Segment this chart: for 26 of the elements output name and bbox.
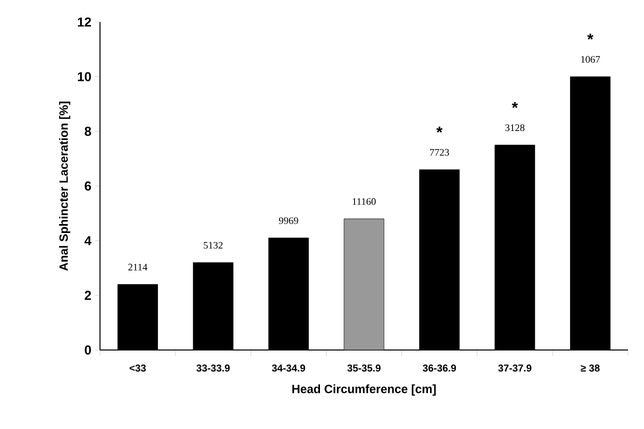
annotation: 9969	[278, 217, 298, 224]
y-tick-label: 2	[84, 290, 91, 300]
x-tick-label: <33	[130, 364, 146, 372]
annotation: *	[436, 126, 443, 133]
annotation: 11160	[352, 198, 376, 205]
annotation: 5132	[204, 242, 223, 249]
x-tick-label: 34-34.9	[272, 364, 306, 372]
annotation: 1067	[581, 56, 600, 63]
y-axis-title: Anal Sphincter Laceration [%]	[59, 102, 70, 271]
x-tick-label: ≥ 38	[580, 364, 600, 372]
x-tick-label: 35-35.9	[347, 364, 381, 372]
x-tick-label: 33-33.9	[196, 364, 230, 372]
annotation: 7723	[430, 149, 450, 156]
y-tick-label: 12	[78, 17, 91, 27]
y-tick-label: 8	[84, 126, 92, 136]
y-tick-label: 4	[84, 236, 92, 246]
y-tick-label: 6	[84, 181, 92, 191]
annotation: 2114	[128, 264, 148, 270]
x-axis-title: Head Circumference [cm]	[292, 384, 436, 396]
annotation: 3128	[505, 124, 524, 132]
y-tick-label: 0	[84, 345, 91, 355]
annotation: *	[512, 102, 518, 108]
x-tick-label: 36-36.9	[422, 364, 456, 372]
x-tick-label: 37-37.9	[498, 364, 532, 372]
y-tick-label: 10	[78, 72, 91, 82]
annotation: *	[587, 34, 594, 40]
